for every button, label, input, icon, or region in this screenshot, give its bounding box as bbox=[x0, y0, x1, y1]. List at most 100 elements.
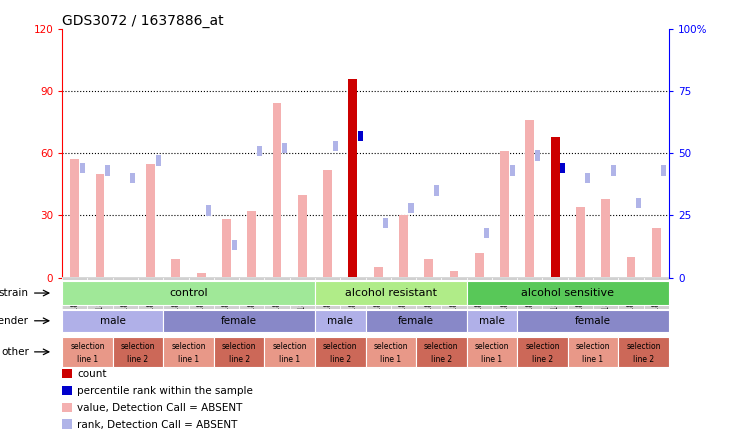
Text: line 2: line 2 bbox=[633, 355, 654, 364]
Text: female: female bbox=[575, 316, 611, 326]
Bar bbox=[163, 309, 315, 332]
Bar bbox=[652, 228, 661, 278]
Bar bbox=[265, 337, 315, 367]
Bar bbox=[416, 337, 466, 367]
Bar bbox=[568, 278, 593, 331]
Text: selection: selection bbox=[424, 342, 458, 351]
Text: GSM183888: GSM183888 bbox=[298, 280, 307, 329]
Bar bbox=[510, 166, 515, 176]
Bar bbox=[643, 278, 669, 331]
Text: GSM184119: GSM184119 bbox=[626, 280, 635, 329]
Bar bbox=[113, 278, 138, 331]
Text: line 2: line 2 bbox=[330, 355, 351, 364]
Text: GSM183994: GSM183994 bbox=[526, 280, 534, 329]
Bar bbox=[130, 173, 135, 183]
Text: line 1: line 1 bbox=[77, 355, 98, 364]
Text: GSM183816: GSM183816 bbox=[96, 280, 105, 329]
Bar bbox=[62, 278, 88, 331]
Bar bbox=[105, 166, 110, 176]
Bar bbox=[156, 155, 161, 166]
Bar bbox=[610, 166, 616, 176]
Bar bbox=[450, 271, 458, 278]
Text: female: female bbox=[398, 316, 434, 326]
Bar bbox=[518, 309, 669, 332]
Text: line 1: line 1 bbox=[178, 355, 199, 364]
Bar bbox=[213, 278, 239, 331]
Bar bbox=[222, 219, 231, 278]
Text: other: other bbox=[1, 347, 29, 357]
Bar bbox=[315, 337, 366, 367]
Text: strain: strain bbox=[0, 288, 29, 298]
Text: selection: selection bbox=[576, 342, 610, 351]
Text: selection: selection bbox=[374, 342, 408, 351]
Text: GSM183990: GSM183990 bbox=[121, 280, 130, 329]
Bar bbox=[172, 259, 181, 278]
Text: GSM184124: GSM184124 bbox=[450, 280, 458, 329]
Bar bbox=[466, 278, 492, 331]
Bar bbox=[138, 278, 163, 331]
Text: GSM183989: GSM183989 bbox=[399, 280, 408, 329]
Bar bbox=[409, 203, 414, 213]
Bar bbox=[518, 337, 568, 367]
Bar bbox=[189, 278, 213, 331]
Text: selection: selection bbox=[626, 342, 661, 351]
Text: control: control bbox=[169, 288, 208, 298]
Text: selection: selection bbox=[323, 342, 357, 351]
Bar bbox=[601, 199, 610, 278]
Bar bbox=[315, 309, 366, 332]
Text: line 1: line 1 bbox=[583, 355, 604, 364]
Bar bbox=[518, 278, 542, 331]
Bar bbox=[542, 278, 568, 331]
Bar bbox=[618, 337, 669, 367]
Bar bbox=[475, 253, 484, 278]
Text: value, Detection Call = ABSENT: value, Detection Call = ABSENT bbox=[77, 403, 243, 413]
Bar bbox=[163, 278, 189, 331]
Bar bbox=[535, 151, 540, 161]
Text: GSM184122: GSM184122 bbox=[349, 280, 357, 329]
Text: GSM183992: GSM183992 bbox=[222, 280, 231, 329]
Text: line 1: line 1 bbox=[380, 355, 401, 364]
Bar bbox=[349, 79, 357, 278]
Bar bbox=[70, 159, 79, 278]
Bar bbox=[466, 309, 518, 332]
Bar bbox=[593, 278, 618, 331]
Bar bbox=[466, 337, 518, 367]
Text: GSM183815: GSM183815 bbox=[70, 280, 79, 329]
Text: GSM183875: GSM183875 bbox=[576, 280, 585, 329]
Bar bbox=[466, 281, 669, 305]
Text: count: count bbox=[77, 369, 107, 380]
Text: selection: selection bbox=[70, 342, 105, 351]
Text: line 1: line 1 bbox=[279, 355, 300, 364]
Bar bbox=[492, 278, 518, 331]
Bar bbox=[239, 278, 265, 331]
Bar bbox=[315, 281, 466, 305]
Text: male: male bbox=[99, 316, 126, 326]
Text: GSM184118: GSM184118 bbox=[550, 280, 560, 329]
Bar bbox=[257, 146, 262, 156]
Bar bbox=[374, 267, 382, 278]
Text: selection: selection bbox=[121, 342, 155, 351]
Bar bbox=[586, 173, 591, 183]
Text: male: male bbox=[479, 316, 505, 326]
Bar bbox=[568, 337, 618, 367]
Text: GSM184123: GSM184123 bbox=[424, 280, 433, 329]
Bar bbox=[500, 151, 509, 278]
Bar bbox=[618, 278, 643, 331]
Bar bbox=[366, 278, 391, 331]
Bar bbox=[433, 185, 439, 196]
Text: GSM183856: GSM183856 bbox=[197, 280, 205, 329]
Bar bbox=[662, 166, 667, 176]
Bar bbox=[213, 337, 265, 367]
Text: GDS3072 / 1637886_at: GDS3072 / 1637886_at bbox=[62, 14, 224, 28]
Text: rank, Detection Call = ABSENT: rank, Detection Call = ABSENT bbox=[77, 420, 238, 430]
Bar bbox=[323, 170, 332, 278]
Bar bbox=[206, 205, 211, 215]
Text: GSM184121: GSM184121 bbox=[323, 280, 332, 329]
Text: line 1: line 1 bbox=[481, 355, 502, 364]
Bar bbox=[550, 137, 559, 278]
Bar bbox=[333, 141, 338, 151]
Bar bbox=[247, 211, 256, 278]
Text: GSM183887: GSM183887 bbox=[273, 280, 281, 329]
Bar bbox=[366, 337, 416, 367]
Text: selection: selection bbox=[525, 342, 560, 351]
